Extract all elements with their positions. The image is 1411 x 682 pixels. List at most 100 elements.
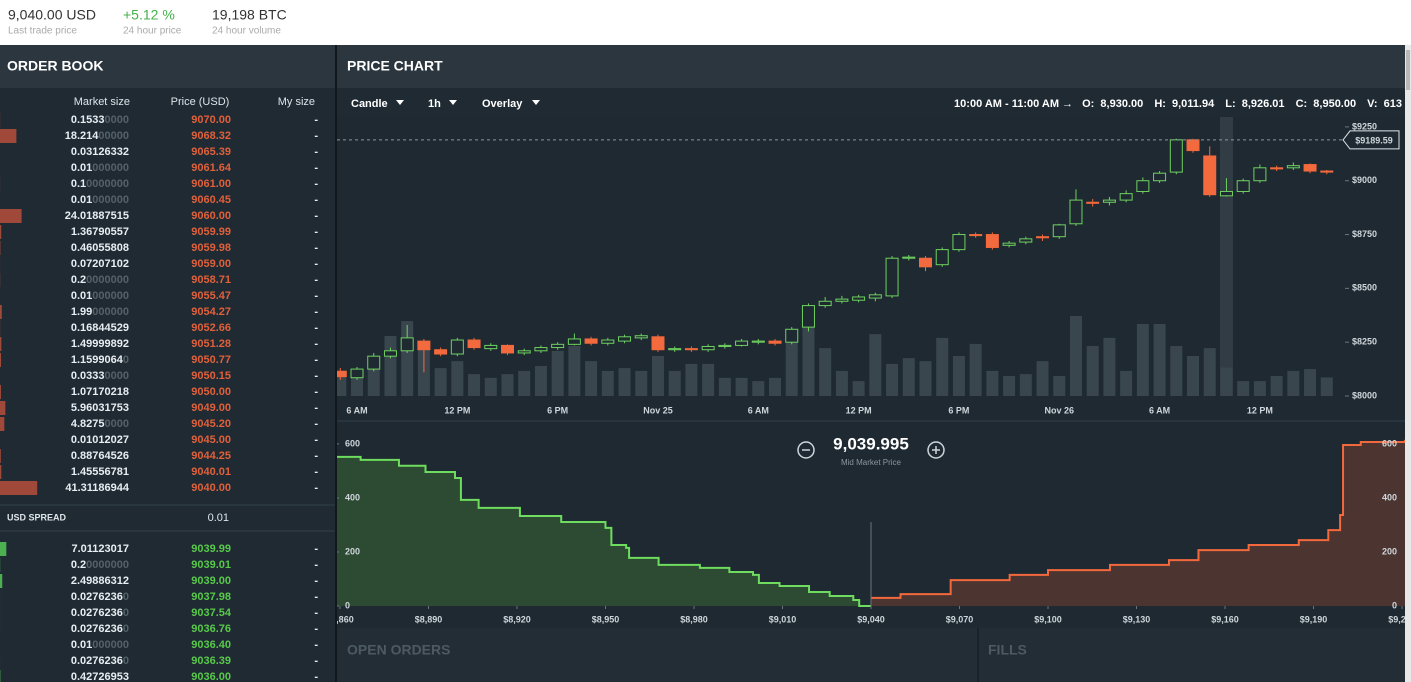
- my-size: -: [314, 114, 318, 126]
- depth-area: [871, 439, 1405, 606]
- hover-label: L:: [1225, 98, 1235, 110]
- price-chart: 6 AM 12 PM 6 PM Nov 25 6 AM 12 PM 6 PM Nov 26 6 …: [337, 138, 1345, 415]
- candle-body: [718, 344, 732, 347]
- candle-body: [567, 338, 581, 345]
- scrollbar[interactable]: [1405, 45, 1411, 682]
- x-tick-label: 12 PM: [1247, 405, 1273, 415]
- size-bar: [0, 449, 1, 463]
- column-header: Market size: [74, 96, 130, 108]
- candle-body: [852, 296, 866, 301]
- market-size: 0.03126332: [71, 146, 129, 158]
- volume-bar: [568, 346, 581, 396]
- zoom-in-button[interactable]: [927, 441, 945, 459]
- dropdown-arrow[interactable]: [396, 100, 404, 105]
- y-tick-label: 0: [345, 600, 350, 610]
- panel-header: [337, 45, 1411, 88]
- size-digits: 0.1: [71, 178, 86, 190]
- candle-body: [1119, 193, 1133, 201]
- volume-bar: [835, 370, 848, 396]
- volume-bar: [886, 363, 899, 396]
- price: 9060.45: [191, 194, 231, 206]
- dropdown[interactable]: Candle: [351, 98, 388, 110]
- my-size: -: [314, 210, 318, 222]
- dropdown-arrow[interactable]: [449, 100, 457, 105]
- scrollbar-thumb[interactable]: [1406, 50, 1410, 90]
- volume-bar: [1170, 346, 1183, 396]
- candle-body: [668, 348, 682, 351]
- volume-bar: [484, 377, 497, 396]
- zoom-out[interactable]: [797, 441, 815, 459]
- hover-label: C:: [1296, 98, 1308, 110]
- top-bar: [0, 0, 1411, 45]
- price: 9040.00: [191, 482, 231, 494]
- size-digits: 1.1599064: [71, 354, 124, 366]
- candle-body: [684, 348, 698, 351]
- dropdown[interactable]: Overlay: [482, 98, 523, 110]
- market-size: 0.42726953: [71, 671, 129, 682]
- volume-bar: [1103, 337, 1116, 396]
- volume-bar: [769, 377, 782, 396]
- market-size: 4.82750000: [71, 418, 129, 430]
- volume-bar: [752, 381, 765, 396]
- size-bar: [0, 481, 38, 495]
- x-tick-label: $8,980: [680, 614, 708, 624]
- panel-title: FILLS: [988, 642, 1027, 658]
- my-size: -: [314, 146, 318, 158]
- price: 9039.01: [191, 559, 231, 571]
- price: 9065.39: [191, 146, 231, 158]
- volume-bar: [337, 370, 347, 396]
- stat-value: 9,040.00 USD: [8, 7, 96, 23]
- my-size: -: [314, 178, 318, 190]
- toolbar: [337, 88, 1405, 117]
- size-digits: 1.45556781: [71, 466, 129, 478]
- dropdown-arrow[interactable]: [532, 100, 540, 105]
- volume-bar: [585, 361, 598, 396]
- candle-body: [1203, 155, 1217, 196]
- volume-bar: [718, 377, 731, 396]
- market-size: 5.96031753: [71, 402, 129, 414]
- volume-bar: [902, 358, 915, 396]
- volume-bar: [936, 337, 949, 396]
- price: 9051.28: [191, 338, 231, 350]
- price: 9036.39: [191, 655, 231, 667]
- candle-body: [1186, 139, 1200, 152]
- volume-bar: [986, 370, 999, 396]
- hover-value: 8,930.00: [1100, 98, 1143, 110]
- volume-bar: [952, 356, 965, 396]
- dropdown[interactable]: 1h: [428, 98, 441, 110]
- size-zeros: 0000000: [86, 274, 129, 286]
- x-tick-label: $9,130: [1123, 614, 1151, 624]
- x-tick-label: $9,220: [1388, 614, 1411, 624]
- candle-body: [801, 305, 815, 328]
- candle-body: [517, 350, 531, 354]
- x-tick-label: 6 AM: [748, 405, 769, 415]
- size-zeros: 0: [123, 607, 129, 619]
- size-zeros: 0000000: [86, 559, 129, 571]
- market-size: 0.02762360: [71, 607, 129, 619]
- divider: [977, 628, 979, 682]
- price: 9050.15: [191, 370, 231, 382]
- volume-bar: [1237, 381, 1250, 396]
- zoom-out-button[interactable]: [797, 441, 815, 459]
- x-tick-label: $9,190: [1300, 614, 1328, 624]
- depth-line: [337, 455, 871, 607]
- my-size: -: [314, 575, 318, 587]
- volume-bar: [468, 374, 481, 396]
- size-digits: 0.01012027: [71, 434, 129, 446]
- candle-body: [337, 370, 347, 378]
- market-size: 0.20000000: [71, 274, 129, 286]
- size-zeros: 0000000: [86, 178, 129, 190]
- x-tick-label: 6 PM: [547, 405, 568, 415]
- market-size: 0.01012027: [71, 434, 129, 446]
- y-tick-label: $8500: [1352, 283, 1377, 293]
- volume-bar: [1019, 374, 1032, 396]
- price: 9039.00: [191, 575, 231, 587]
- order-book-panel: [0, 45, 335, 682]
- spread-label: USD SPREAD: [7, 512, 67, 522]
- depth-chart: 0 0 200 200 400 400 600 600 $8,860 $8,890 $8,920 $8…: [337, 438, 1411, 624]
- volume-bar: [1320, 377, 1333, 396]
- candle-body: [1320, 170, 1334, 173]
- market-size: 0.03330000: [71, 370, 129, 382]
- zoom-in[interactable]: [927, 441, 945, 459]
- size-digits: 4.8275: [71, 418, 105, 430]
